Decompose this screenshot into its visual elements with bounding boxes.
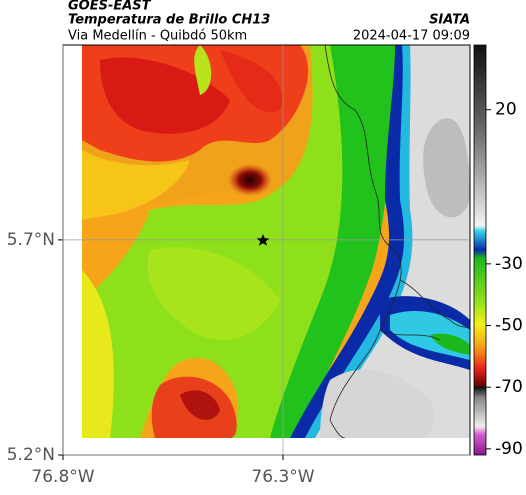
colorbar-tick-label: 20: [495, 100, 517, 120]
location-marker: [256, 234, 270, 246]
satellite-image: [82, 45, 470, 438]
title: Temperatura de Brillo CH13: [68, 13, 270, 28]
lon-tick-label: 76.3°W: [251, 467, 314, 487]
datetime: 2024-04-17 09:09: [353, 29, 470, 44]
colorbar-tick-label: -70: [495, 377, 523, 397]
agency: SIATA: [429, 13, 470, 28]
lat-tick-label: 5.7°N: [7, 230, 55, 250]
lat-tick-label: 5.2°N: [7, 445, 55, 465]
colorbar-tick-label: -50: [495, 316, 523, 336]
route: Via Medellín - Quibdó 50km: [68, 29, 247, 44]
satellite: GOES-EAST: [68, 0, 152, 14]
colorbar: [473, 44, 487, 456]
colorbar-tick-label: -30: [495, 254, 523, 274]
lon-tick-label: 76.8°W: [31, 467, 94, 487]
colorbar-tick-label: -90: [495, 439, 523, 459]
